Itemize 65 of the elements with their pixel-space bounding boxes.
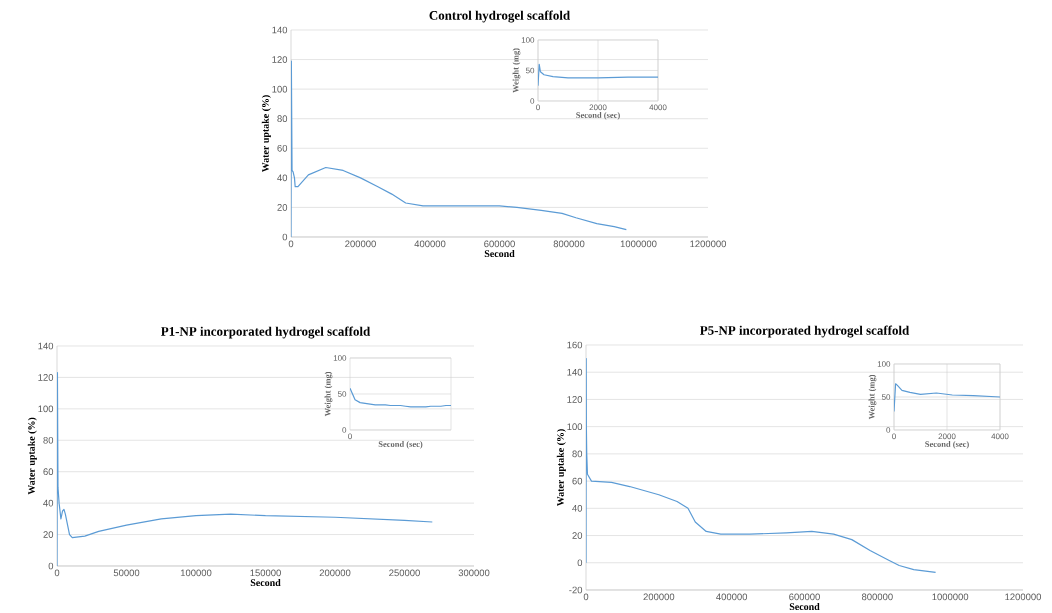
x-tick-label: 100000 bbox=[180, 569, 212, 577]
y-tick-label: 100 bbox=[38, 405, 54, 413]
y-tick-label: 60 bbox=[277, 144, 288, 152]
x-tick-label: 0 bbox=[54, 569, 60, 577]
x-tick-label: 200000 bbox=[643, 593, 675, 601]
y-tick-label: 0 bbox=[48, 562, 54, 570]
x-tick-label: 400000 bbox=[414, 240, 446, 248]
x-axis-title: Second (sec) bbox=[925, 440, 969, 449]
y-axis-title: Water uptake (%) bbox=[27, 417, 37, 495]
y-tick-label: 140 bbox=[38, 342, 54, 350]
chart-title: Control hydrogel scaffold bbox=[429, 10, 570, 23]
line-series bbox=[538, 63, 658, 87]
x-tick-label: 200000 bbox=[345, 240, 376, 248]
x-axis-title: Second (sec) bbox=[378, 440, 423, 449]
y-tick-label: 140 bbox=[567, 368, 583, 376]
chart-title: P5-NP incorporated hydrogel scaffold bbox=[699, 325, 910, 338]
x-tick-label: 150000 bbox=[250, 569, 281, 577]
x-tick-label: 300000 bbox=[458, 569, 490, 577]
x-tick-label: 50000 bbox=[113, 569, 140, 577]
x-tick-label: 250000 bbox=[389, 569, 420, 577]
x-tick-label: 1000000 bbox=[932, 593, 969, 601]
y-axis-title: Water uptake (%) bbox=[261, 95, 271, 172]
y-tick-label: 0 bbox=[282, 233, 288, 241]
y-tick-label: 80 bbox=[277, 115, 288, 122]
y-tick-label: 20 bbox=[43, 531, 54, 538]
y-tick-label: 60 bbox=[43, 468, 54, 475]
x-axis-title: Second (sec) bbox=[576, 111, 620, 120]
x-tick-label: 200000 bbox=[319, 569, 351, 577]
x-tick-label: 0 bbox=[583, 593, 589, 601]
y-tick-label: 80 bbox=[43, 436, 54, 444]
x-tick-label: 600000 bbox=[789, 593, 820, 601]
y-tick-label: -20 bbox=[569, 586, 583, 594]
line-series bbox=[57, 371, 433, 566]
y-tick-label: 120 bbox=[272, 56, 288, 63]
y-tick-label: 40 bbox=[277, 174, 288, 182]
y-tick-label: 20 bbox=[277, 203, 288, 211]
y-tick-label: 40 bbox=[43, 499, 54, 507]
y-tick-label: 40 bbox=[572, 504, 583, 512]
y-axis-title: Weight (mg) bbox=[324, 371, 333, 417]
x-axis-title: Second bbox=[789, 602, 820, 610]
chart-title: P1-NP incorporated hydrogel scaffold bbox=[160, 326, 371, 339]
y-axis-title: Weight (mg) bbox=[868, 374, 877, 420]
line-series bbox=[894, 383, 1000, 412]
x-tick-label: 400000 bbox=[716, 593, 748, 601]
y-tick-label: 20 bbox=[572, 532, 583, 539]
x-tick-label: 1200000 bbox=[1005, 593, 1042, 601]
x-tick-label: 0 bbox=[288, 240, 294, 248]
y-tick-label: 120 bbox=[38, 373, 54, 381]
y-tick-label: 80 bbox=[572, 450, 583, 458]
x-tick-label: 1200000 bbox=[690, 240, 727, 248]
y-tick-label: 0 bbox=[577, 559, 583, 566]
x-axis-title: Second bbox=[250, 578, 281, 586]
y-axis-title: Weight (mg) bbox=[512, 48, 521, 93]
x-tick-label: 1000000 bbox=[620, 240, 657, 248]
x-tick-label: 600000 bbox=[484, 240, 515, 248]
x-tick-label: 800000 bbox=[553, 240, 585, 248]
y-tick-label: 60 bbox=[572, 477, 583, 485]
y-tick-label: 100 bbox=[272, 85, 288, 93]
y-tick-label: 120 bbox=[567, 395, 583, 403]
y-tick-label: 100 bbox=[567, 423, 583, 430]
x-tick-label: 800000 bbox=[861, 593, 893, 601]
y-axis-title: Water uptake (%) bbox=[556, 429, 566, 506]
x-axis-title: Second bbox=[484, 249, 515, 257]
y-tick-label: 160 bbox=[567, 341, 583, 349]
y-tick-label: 140 bbox=[272, 26, 288, 34]
